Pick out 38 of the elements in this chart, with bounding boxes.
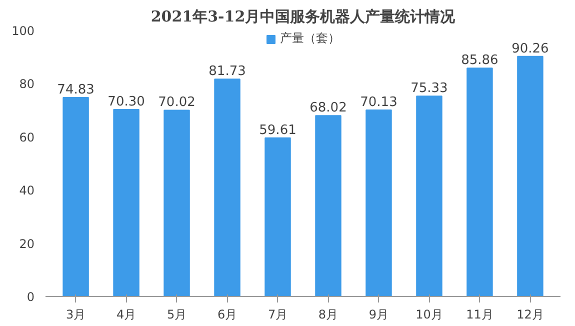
text: 85.86	[461, 53, 498, 68]
text: 70.30	[108, 94, 145, 110]
text: 90.26	[512, 41, 549, 56]
y-tick-label: 60	[19, 130, 35, 144]
x-tick-label: 9月	[368, 308, 389, 322]
y-tick-label: 40	[19, 184, 35, 198]
bar	[416, 96, 442, 296]
text: 70.02	[158, 95, 196, 110]
x-tick-label: 6月	[217, 308, 238, 322]
x-tick-label: 5月	[166, 308, 187, 322]
bar	[517, 56, 544, 296]
bar	[164, 110, 190, 296]
text: 74.83	[57, 82, 94, 98]
y-tick-label: 100	[12, 24, 34, 38]
bar	[466, 68, 493, 296]
bar	[366, 109, 392, 296]
x-tick-label: 4月	[116, 308, 136, 322]
text: 75.33	[410, 81, 448, 96]
y-tick-label: 80	[19, 77, 35, 92]
legend-label: 产量（套）	[280, 30, 340, 47]
x-tick-label: 11月	[466, 308, 494, 322]
y-tick-label: 20	[19, 236, 35, 251]
chart-title: 2021年3-12月中国服务机器人产量统计情况	[150, 8, 456, 26]
x-tick-label: 10月	[416, 308, 443, 322]
bar	[62, 96, 89, 296]
text: 70.13	[360, 94, 398, 110]
text: 59.61	[259, 122, 296, 138]
x-tick-label: 7月	[268, 308, 288, 322]
x-tick-label: 8月	[318, 308, 338, 322]
text: 68.02	[310, 100, 347, 116]
bar	[113, 109, 140, 296]
bar	[264, 137, 291, 296]
bar	[214, 78, 240, 296]
y-tick-label: 0	[26, 290, 35, 304]
text: 81.73	[208, 64, 246, 80]
bar	[315, 115, 342, 296]
x-tick-label: 12月	[516, 308, 544, 322]
x-tick-label: 3月	[66, 308, 86, 322]
